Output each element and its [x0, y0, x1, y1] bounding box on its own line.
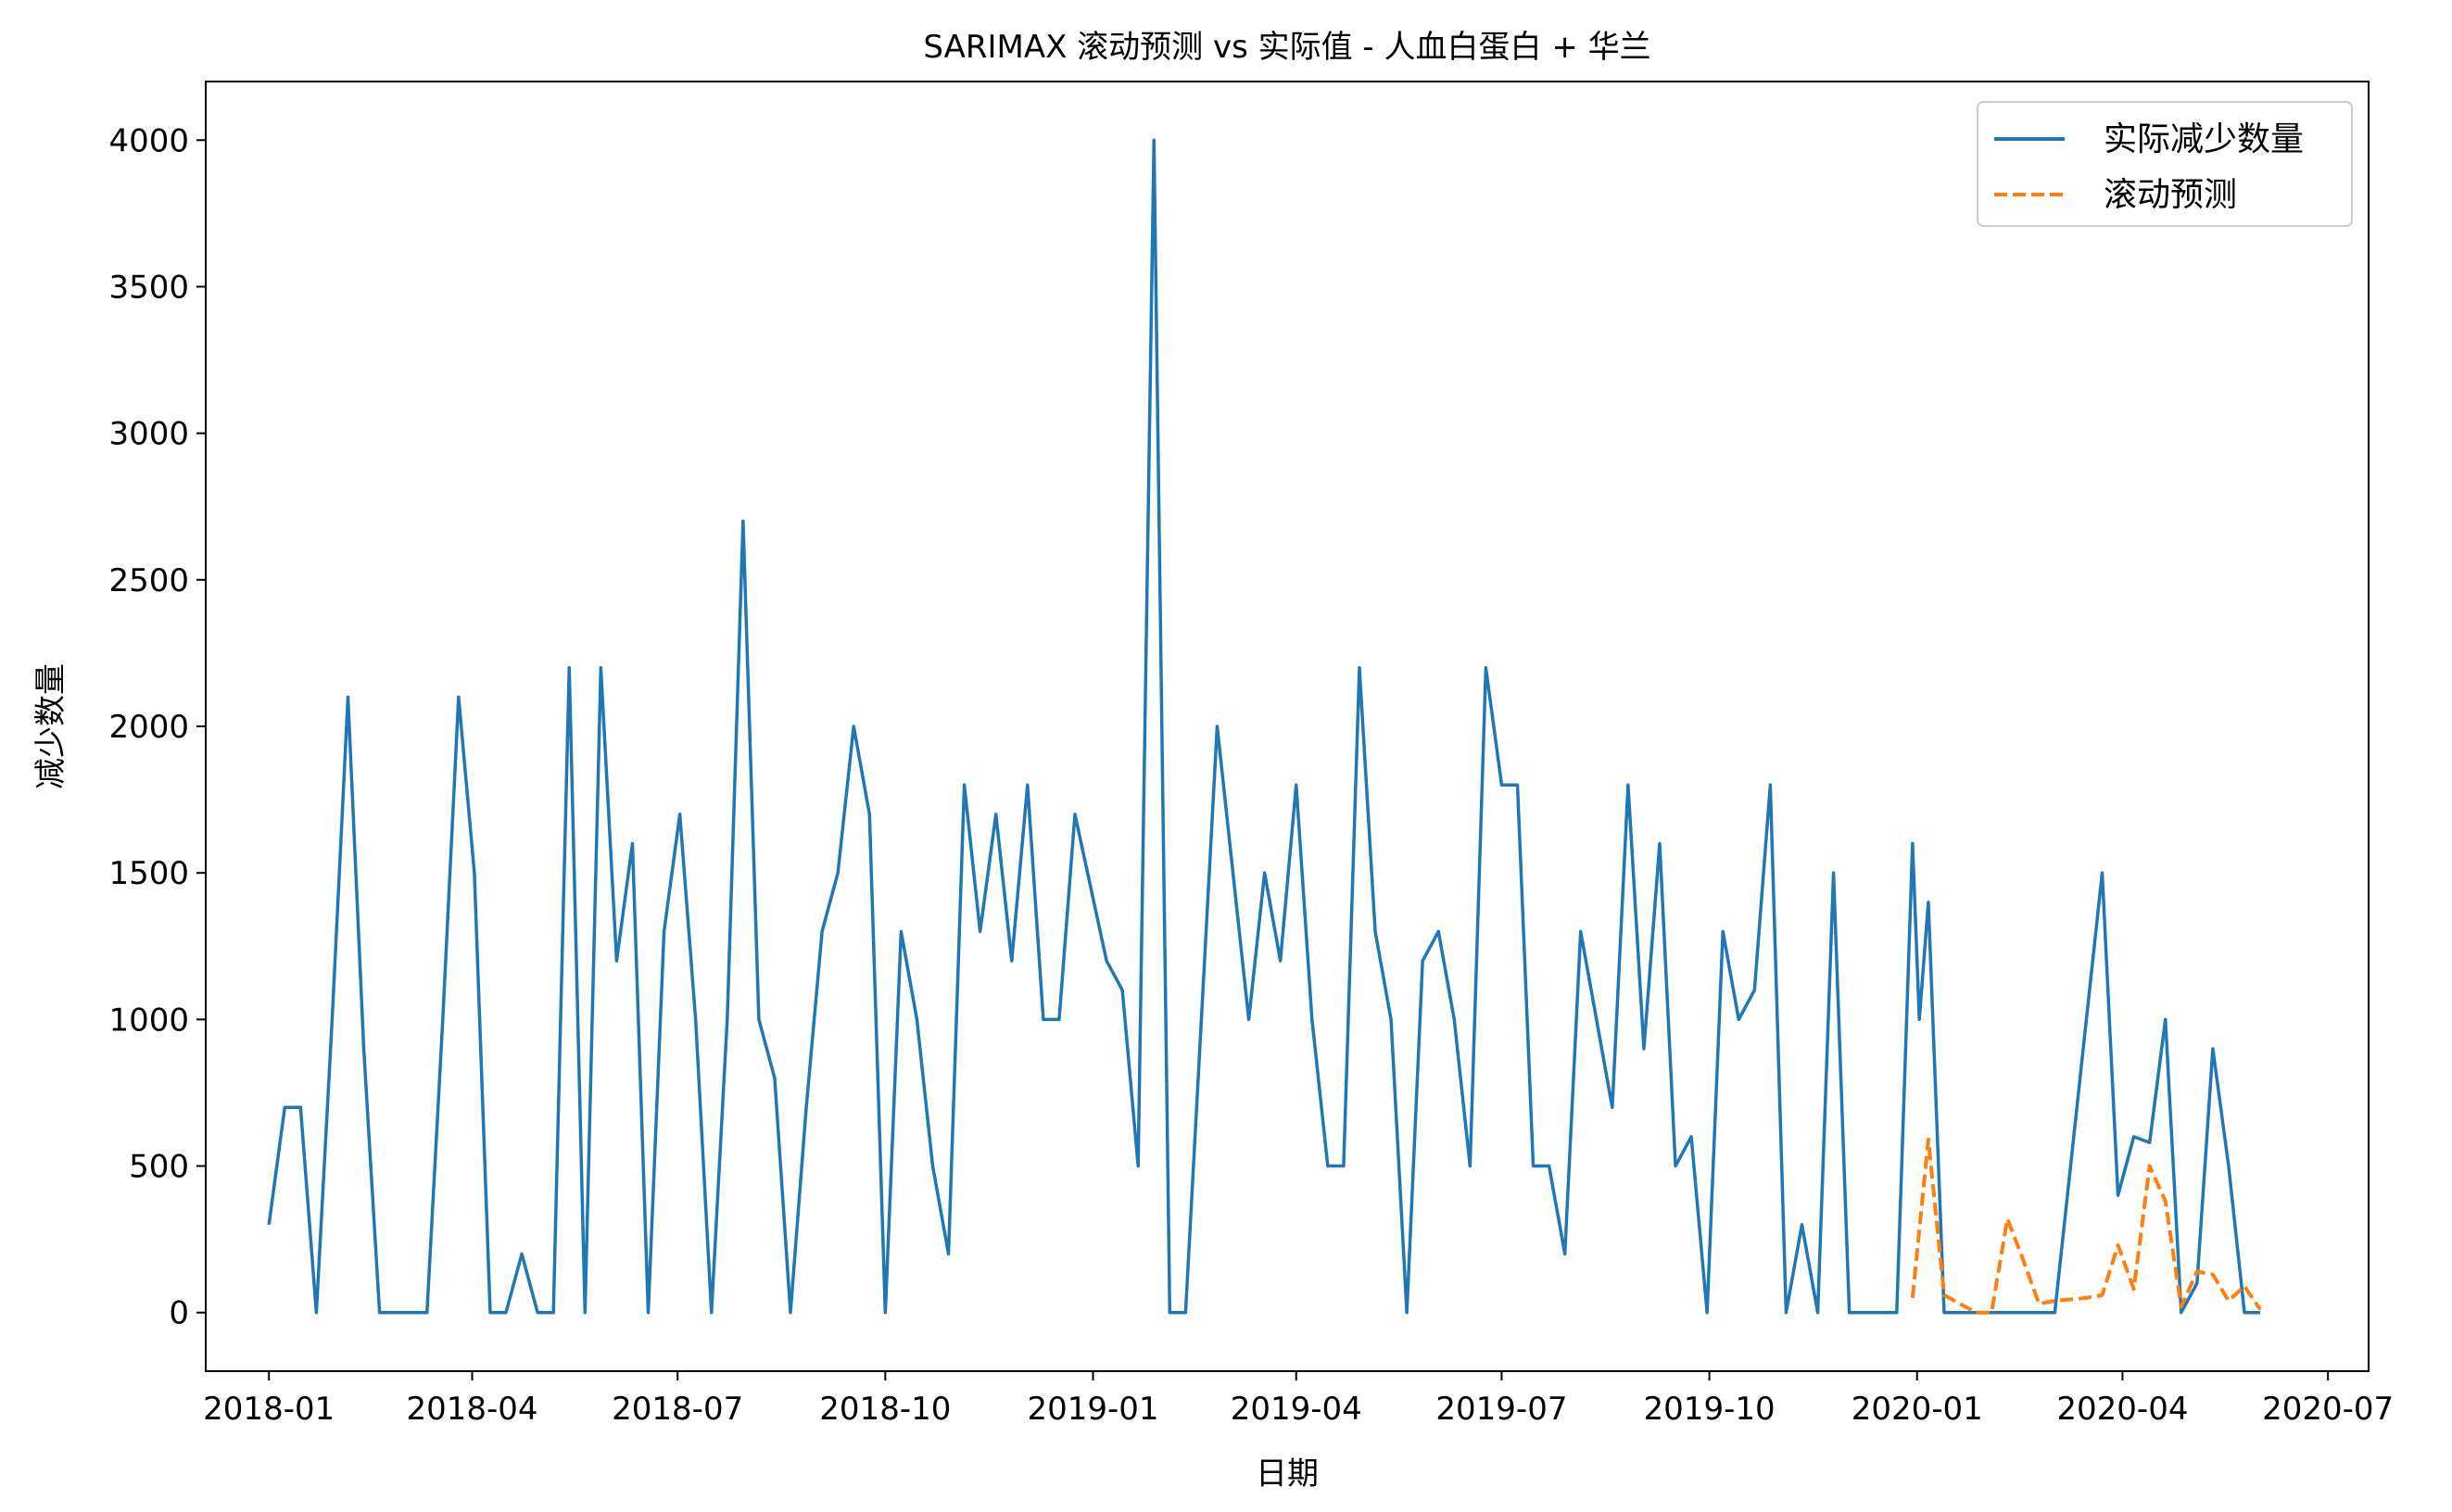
- series-line-forecast: [1910, 1138, 2262, 1315]
- legend: 实际减少数量 滚动预测: [1977, 101, 2353, 227]
- x-tick-label: 2019-10: [1644, 1391, 1776, 1428]
- y-tick-label: 0: [169, 1295, 189, 1332]
- x-tick-label: 2018-10: [819, 1391, 951, 1428]
- chart-title: SARIMAX 滚动预测 vs 实际值 - 人血白蛋白 + 华兰: [923, 29, 1650, 66]
- y-tick-label: 500: [129, 1149, 189, 1186]
- x-tick-label: 2019-04: [1231, 1391, 1362, 1428]
- y-tick-label: 1500: [108, 855, 189, 892]
- y-tick-label: 4000: [108, 122, 189, 159]
- legend-box: [1977, 101, 2353, 227]
- x-axis-label: 日期: [1256, 1455, 1319, 1493]
- x-tick-label: 2019-07: [1435, 1391, 1567, 1428]
- x-tick-label: 2020-04: [2056, 1391, 2188, 1428]
- legend-label-forecast: 滚动预测: [2104, 176, 2237, 214]
- y-tick-label: 1000: [108, 1002, 189, 1039]
- x-tick-label: 2019-01: [1027, 1391, 1158, 1428]
- y-tick-label: 2500: [108, 562, 189, 599]
- x-tick-label: 2018-01: [203, 1391, 335, 1428]
- plot-frame: [205, 81, 2370, 1372]
- x-tick-label: 2020-01: [1852, 1391, 1983, 1428]
- plot-area: [267, 138, 2262, 1315]
- y-tick-label: 2000: [108, 709, 189, 746]
- y-axis-label: 减少数量: [32, 663, 70, 789]
- legend-label-actual: 实际减少数量: [2104, 120, 2304, 158]
- y-tick-label: 3500: [108, 269, 189, 306]
- series-line-actual: [267, 138, 2261, 1315]
- x-tick-label: 2020-07: [2262, 1391, 2394, 1428]
- x-tick-label: 2018-04: [406, 1391, 537, 1428]
- axes: 0 500 1000 1500 2000 2500 3000 3500 4000 2018-01 2…: [108, 122, 2394, 1428]
- y-tick-label: 3000: [108, 416, 189, 453]
- x-tick-label: 2018-07: [612, 1391, 743, 1428]
